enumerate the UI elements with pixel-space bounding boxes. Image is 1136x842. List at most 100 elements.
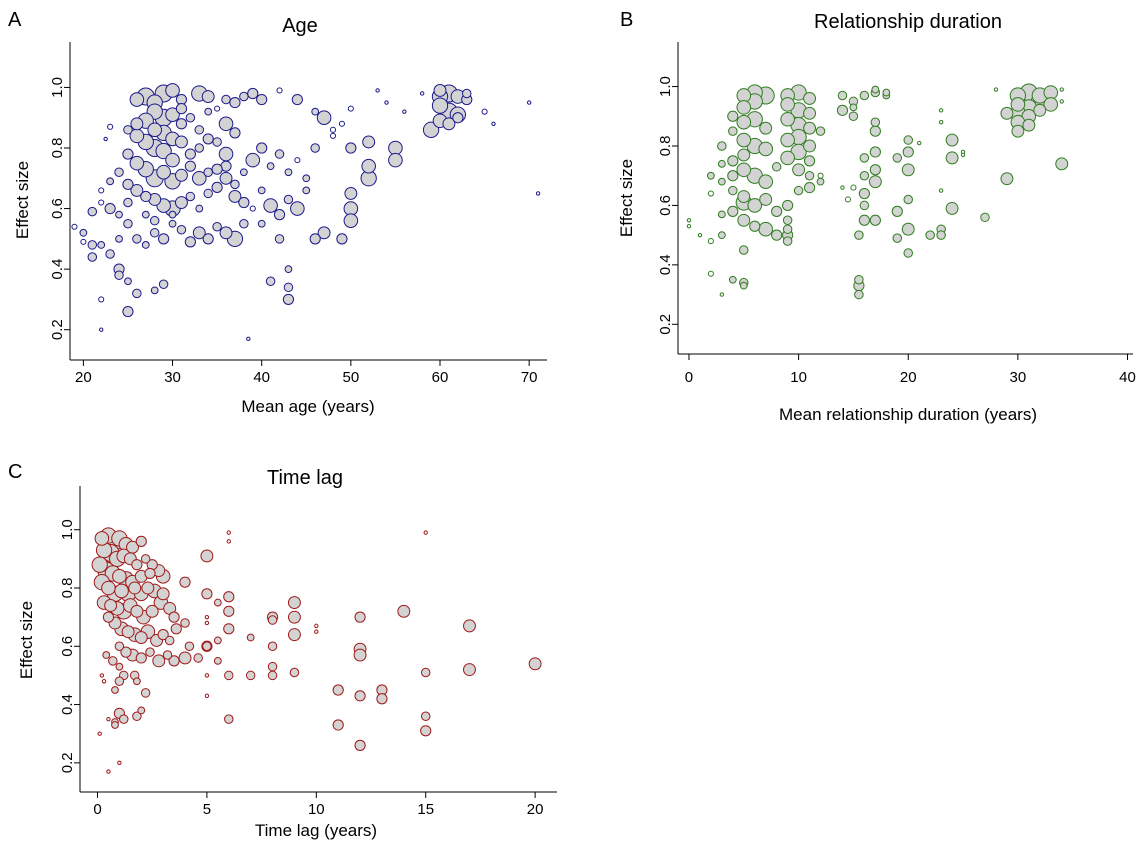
data-point <box>170 623 182 635</box>
data-point <box>132 288 142 299</box>
data-point <box>1043 97 1059 112</box>
ticks-time-lag: 0 5 10 15 20 0.2 0.4 0.6 0.8 1.0 <box>59 519 543 818</box>
data-point <box>728 275 737 284</box>
data-point <box>158 279 169 290</box>
y-tick-label: 1.0 <box>59 519 76 540</box>
data-point <box>201 90 215 103</box>
data-point <box>202 641 212 652</box>
data-point <box>362 135 376 149</box>
panel-relationship-duration: B Relationship duration 0 10 20 30 400.20.40… <box>617 9 1136 424</box>
data-point <box>239 91 249 102</box>
data-point <box>147 122 163 138</box>
data-point <box>901 222 915 236</box>
data-point <box>137 706 146 715</box>
data-point <box>882 88 891 97</box>
data-point <box>771 205 783 217</box>
panel-letter-a: A <box>8 9 22 31</box>
x-tick-label: 20 <box>75 369 92 386</box>
data-point <box>804 170 815 181</box>
data-point <box>903 135 913 145</box>
data-point <box>257 219 266 228</box>
data-point <box>836 104 849 116</box>
data-point <box>274 234 285 244</box>
data-point <box>212 137 222 147</box>
data-point <box>145 604 159 618</box>
data-point <box>719 292 725 297</box>
data-point <box>343 201 359 216</box>
data-point <box>728 126 738 136</box>
data-point <box>129 92 145 107</box>
data-point <box>384 100 389 105</box>
data-point <box>859 200 870 211</box>
x-tick-label: 10 <box>308 801 325 818</box>
data-point <box>141 581 155 595</box>
data-point <box>219 171 233 185</box>
axes-time-lag <box>79 486 557 793</box>
data-point <box>106 177 115 186</box>
data-point <box>131 559 143 571</box>
data-point <box>130 604 144 618</box>
chart-title-time-lag: Time lag <box>267 467 343 489</box>
data-point <box>294 157 301 164</box>
data-point <box>246 633 255 642</box>
data-point <box>168 219 177 228</box>
data-point <box>168 655 180 667</box>
data-point <box>402 109 407 114</box>
data-point <box>99 327 104 332</box>
data-point <box>891 205 903 217</box>
data-point <box>287 596 301 610</box>
data-point <box>192 226 206 240</box>
data-point <box>239 218 249 229</box>
data-point <box>213 656 222 665</box>
x-tick-label: 30 <box>1010 369 1027 386</box>
data-point <box>104 599 118 612</box>
points-relationship <box>686 83 1069 300</box>
data-point <box>80 238 87 245</box>
data-point <box>749 220 761 232</box>
data-point <box>256 142 268 154</box>
data-point <box>869 214 881 226</box>
data-point <box>782 215 793 226</box>
data-point <box>184 160 196 172</box>
data-point <box>202 233 214 245</box>
y-tick-label: 0.8 <box>657 136 674 157</box>
data-point <box>903 194 913 205</box>
data-point <box>422 121 440 138</box>
data-point <box>212 221 222 232</box>
data-point <box>780 132 795 148</box>
data-point <box>697 232 703 238</box>
data-point <box>193 653 203 663</box>
data-point <box>228 190 242 203</box>
data-point <box>869 146 881 158</box>
data-point <box>344 186 358 200</box>
data-point <box>780 150 795 166</box>
data-point <box>284 265 293 274</box>
data-point <box>423 530 428 535</box>
data-point <box>329 132 337 139</box>
data-point <box>122 148 134 160</box>
data-point <box>938 120 944 125</box>
data-point <box>263 198 278 213</box>
ticks-age: 20 30 40 50 60 70 0.2 0.4 0.6 0.8 1.0 <box>49 77 538 386</box>
data-point <box>780 97 795 112</box>
data-point <box>338 120 345 127</box>
data-point <box>230 179 240 190</box>
data-point <box>462 88 472 99</box>
data-point <box>871 85 880 94</box>
x-tick-label: 5 <box>203 801 211 818</box>
x-tick-label: 0 <box>685 369 693 386</box>
data-point <box>717 177 726 186</box>
data-point <box>1000 106 1014 120</box>
data-point <box>94 531 110 546</box>
panel-age: A Age 20 30 40 50 60 70 0.2 0.4 0.6 0.8 1.0 Mean a… <box>8 9 547 416</box>
data-point <box>854 289 864 300</box>
points-time-lag <box>91 527 542 774</box>
data-point <box>175 118 188 130</box>
data-point <box>354 690 366 702</box>
x-tick-label: 0 <box>93 801 101 818</box>
axes-age <box>69 42 547 361</box>
data-point <box>180 618 190 628</box>
data-point <box>849 103 858 112</box>
data-point <box>758 221 774 237</box>
data-point <box>419 91 425 96</box>
